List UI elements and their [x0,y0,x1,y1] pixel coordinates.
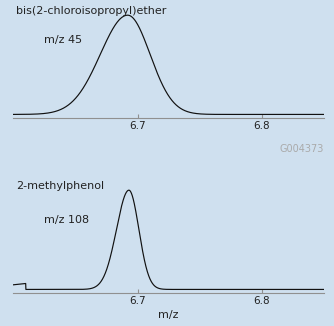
X-axis label: m/z: m/z [158,310,179,320]
Text: G004373: G004373 [280,144,324,154]
Text: m/z 45: m/z 45 [44,36,82,46]
Text: 2-methylphenol: 2-methylphenol [16,181,105,191]
Text: bis(2-chloroisopropyl)ether: bis(2-chloroisopropyl)ether [16,6,167,16]
Text: m/z 108: m/z 108 [44,215,90,225]
